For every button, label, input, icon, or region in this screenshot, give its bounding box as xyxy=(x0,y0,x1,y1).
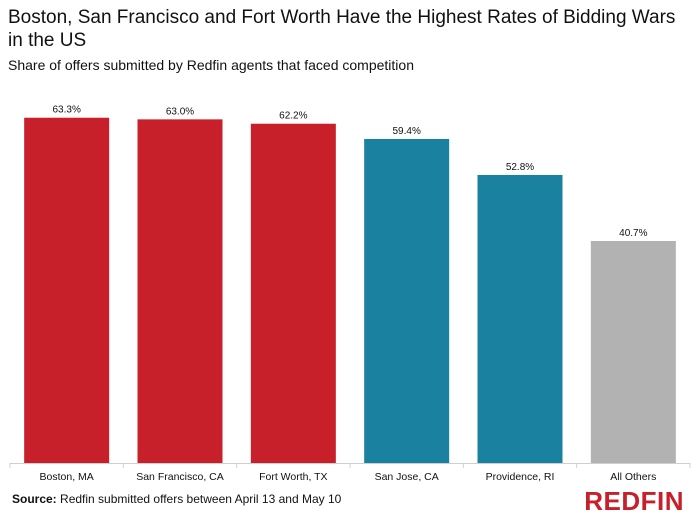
category-label: San Jose, CA xyxy=(375,471,439,483)
category-label: All Others xyxy=(610,471,656,483)
chart-subtitle: Share of offers submitted by Redfin agen… xyxy=(8,57,414,73)
value-label: 63.0% xyxy=(166,106,194,117)
bar xyxy=(477,175,563,463)
bar xyxy=(590,241,676,463)
category-label: San Francisco, CA xyxy=(136,471,224,483)
bar xyxy=(24,117,110,464)
value-labels-group: 63.3% 63.0% 62.2% 59.4% 52.8% 40.7% xyxy=(52,105,647,239)
value-label: 40.7% xyxy=(619,228,647,239)
bar xyxy=(364,139,450,463)
category-label: Boston, MA xyxy=(40,471,94,483)
bar xyxy=(250,123,336,464)
value-label: 59.4% xyxy=(392,126,420,137)
source-label: Source: xyxy=(12,492,57,506)
category-label: Fort Worth, TX xyxy=(259,471,327,483)
chart-title: Boston, San Francisco and Fort Worth Hav… xyxy=(8,7,676,51)
x-ticks-group xyxy=(9,463,691,468)
bars-group xyxy=(24,117,676,464)
redfin-logo: REDFIN xyxy=(584,486,684,516)
bar xyxy=(137,119,223,463)
source-note: Source: Redfin submitted offers between … xyxy=(12,491,341,507)
value-label: 63.3% xyxy=(52,105,80,116)
value-label: 62.2% xyxy=(279,111,307,122)
category-labels-group: Boston, MA San Francisco, CA Fort Worth, T… xyxy=(40,471,657,483)
category-label: Providence, RI xyxy=(486,471,555,483)
source-text: Redfin submitted offers between April 13… xyxy=(60,492,342,506)
bar-chart: 63.3% 63.0% 62.2% 59.4% 52.8% 40.7% Boston, M… xyxy=(9,105,691,483)
value-label: 52.8% xyxy=(506,162,534,173)
